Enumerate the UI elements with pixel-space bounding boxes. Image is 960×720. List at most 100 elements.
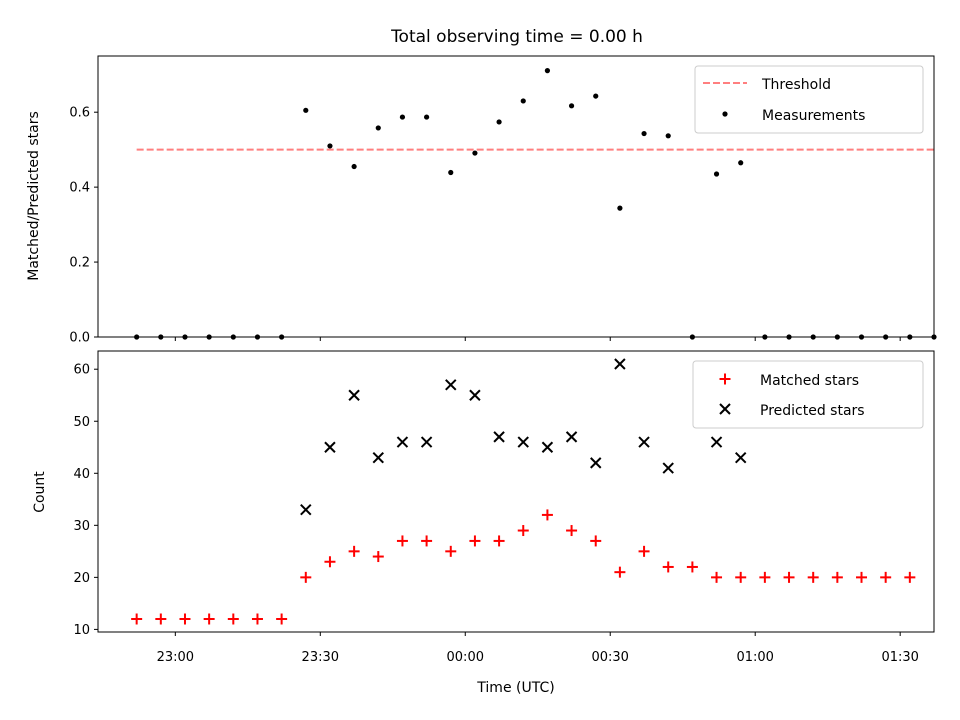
measurements-point bbox=[593, 93, 599, 99]
matched-stars-point bbox=[517, 525, 529, 537]
predicted-stars-point bbox=[396, 436, 409, 448]
measurements-point bbox=[375, 125, 381, 131]
count-xtick-label: 23:00 bbox=[157, 650, 194, 665]
matched-stars-point bbox=[155, 613, 167, 625]
measurements-point bbox=[544, 68, 551, 74]
predicted-stars-point bbox=[710, 436, 723, 448]
matched-stars-point bbox=[421, 535, 433, 547]
ratio-ytick-label: 0.6 bbox=[69, 106, 90, 121]
matched-stars-point bbox=[131, 613, 143, 625]
measurements-point bbox=[738, 160, 744, 166]
matched-stars-point bbox=[759, 571, 771, 583]
matched-stars-point bbox=[469, 535, 481, 547]
matched-stars-point bbox=[300, 571, 312, 583]
ratio-marks: 0.0 0.2 0.4 0.6 bbox=[69, 68, 937, 346]
matched-stars-point bbox=[638, 545, 650, 557]
matched-stars-point bbox=[880, 571, 892, 583]
matched-stars-point bbox=[783, 571, 795, 583]
measurements-point bbox=[496, 119, 502, 125]
count-ytick-label: 40 bbox=[73, 467, 90, 482]
matched-stars-point bbox=[904, 571, 916, 583]
predicted-stars-point bbox=[517, 436, 529, 448]
predicted-stars-point bbox=[565, 431, 578, 443]
count-axes-frame bbox=[97, 350, 935, 633]
predicted-stars-point bbox=[324, 441, 336, 453]
measurements-legend-label: Measurements bbox=[762, 108, 865, 124]
matched-stars-point bbox=[276, 613, 288, 625]
matched-stars-point bbox=[807, 571, 819, 583]
measurements-point bbox=[303, 107, 309, 113]
measurements-point bbox=[424, 114, 430, 120]
chart-title: Total observing time = 0.00 h bbox=[390, 27, 643, 47]
predicted-stars-point bbox=[445, 379, 457, 391]
matched-stars-point bbox=[179, 613, 191, 625]
predicted-stars-point bbox=[348, 389, 360, 401]
matched-stars-point bbox=[735, 571, 747, 583]
matched-stars-point bbox=[566, 525, 578, 537]
count-ytick-label: 20 bbox=[73, 571, 90, 586]
measurements-point bbox=[641, 130, 647, 137]
predicted-stars-point bbox=[469, 389, 481, 401]
threshold-legend-label: Threshold bbox=[761, 77, 831, 93]
ratio-ytick-label: 0.4 bbox=[69, 181, 90, 196]
count-xtick-label: 00:30 bbox=[591, 650, 628, 665]
matched-stars-point bbox=[324, 556, 336, 568]
measurements-point bbox=[568, 103, 575, 109]
matched-stars-point bbox=[590, 535, 602, 547]
count-ytick-label: 60 bbox=[73, 363, 90, 378]
ratio-axes-frame bbox=[97, 55, 935, 338]
measurements-point bbox=[713, 171, 720, 177]
count-xtick-label: 00:00 bbox=[447, 650, 484, 665]
predicted-stars-point bbox=[372, 451, 384, 464]
count-xtick-label: 01:30 bbox=[881, 650, 918, 665]
matched-stars-point bbox=[856, 571, 868, 583]
matched-stars-point bbox=[541, 509, 553, 521]
measurements-point bbox=[617, 205, 623, 211]
ratio-ytick-label: 0.2 bbox=[69, 256, 90, 271]
predicted-stars-point bbox=[662, 462, 674, 474]
count-panel: Count Time (UTC) 10 20 30 40 50 60 23:00 23:30 0… bbox=[32, 350, 935, 696]
matched-legend-label: Matched stars bbox=[760, 373, 859, 389]
count-legend-box bbox=[692, 360, 924, 429]
measurements-point bbox=[665, 133, 671, 139]
count-xtick-label: 01:00 bbox=[736, 650, 773, 665]
predicted-stars-point bbox=[541, 441, 554, 453]
count-legend: Matched stars Predicted stars bbox=[692, 360, 924, 429]
predicted-stars-point bbox=[590, 457, 602, 469]
count-ytick-label: 10 bbox=[73, 623, 90, 638]
predicted-stars-point bbox=[614, 358, 626, 370]
matched-stars-point bbox=[227, 613, 239, 625]
count-ylabel: Count bbox=[32, 471, 48, 513]
measurements-point bbox=[520, 98, 526, 104]
ratio-panel: Matched/Predicted stars 0.0 0.2 0.4 0.6 Thr… bbox=[26, 55, 937, 346]
matched-stars-point bbox=[203, 613, 215, 625]
ratio-legend: Threshold Measurements bbox=[694, 65, 924, 134]
measurements-legend-marker bbox=[722, 111, 728, 117]
ratio-ylabel: Matched/Predicted stars bbox=[26, 111, 42, 281]
predicted-stars-point bbox=[638, 436, 650, 448]
matched-stars-point bbox=[686, 561, 698, 573]
matched-stars-point bbox=[831, 571, 843, 583]
predicted-stars-point bbox=[420, 436, 433, 448]
count-marks: 10 20 30 40 50 60 23:00 23:30 00:00 00:30 01:00 01:… bbox=[73, 358, 919, 665]
matched-stars-point bbox=[396, 535, 408, 547]
count-xlabel: Time (UTC) bbox=[476, 680, 554, 696]
matched-stars-point bbox=[711, 571, 723, 583]
measurements-point bbox=[448, 169, 454, 176]
predicted-legend-marker bbox=[719, 403, 731, 415]
count-xtick-label: 23:30 bbox=[302, 650, 339, 665]
predicted-stars-point bbox=[734, 451, 747, 464]
predicted-stars-point bbox=[493, 431, 505, 443]
matched-legend-marker bbox=[719, 373, 731, 385]
predicted-stars-point bbox=[300, 504, 312, 516]
matched-stars-point bbox=[493, 535, 505, 547]
matched-stars-point bbox=[348, 545, 360, 557]
measurements-point bbox=[351, 163, 357, 170]
matched-stars-point bbox=[445, 545, 457, 557]
measurements-point bbox=[327, 143, 333, 149]
ratio-legend-box bbox=[694, 65, 924, 134]
count-ytick-label: 50 bbox=[73, 415, 90, 430]
matched-stars-point bbox=[251, 613, 263, 625]
predicted-legend-label: Predicted stars bbox=[760, 403, 865, 419]
